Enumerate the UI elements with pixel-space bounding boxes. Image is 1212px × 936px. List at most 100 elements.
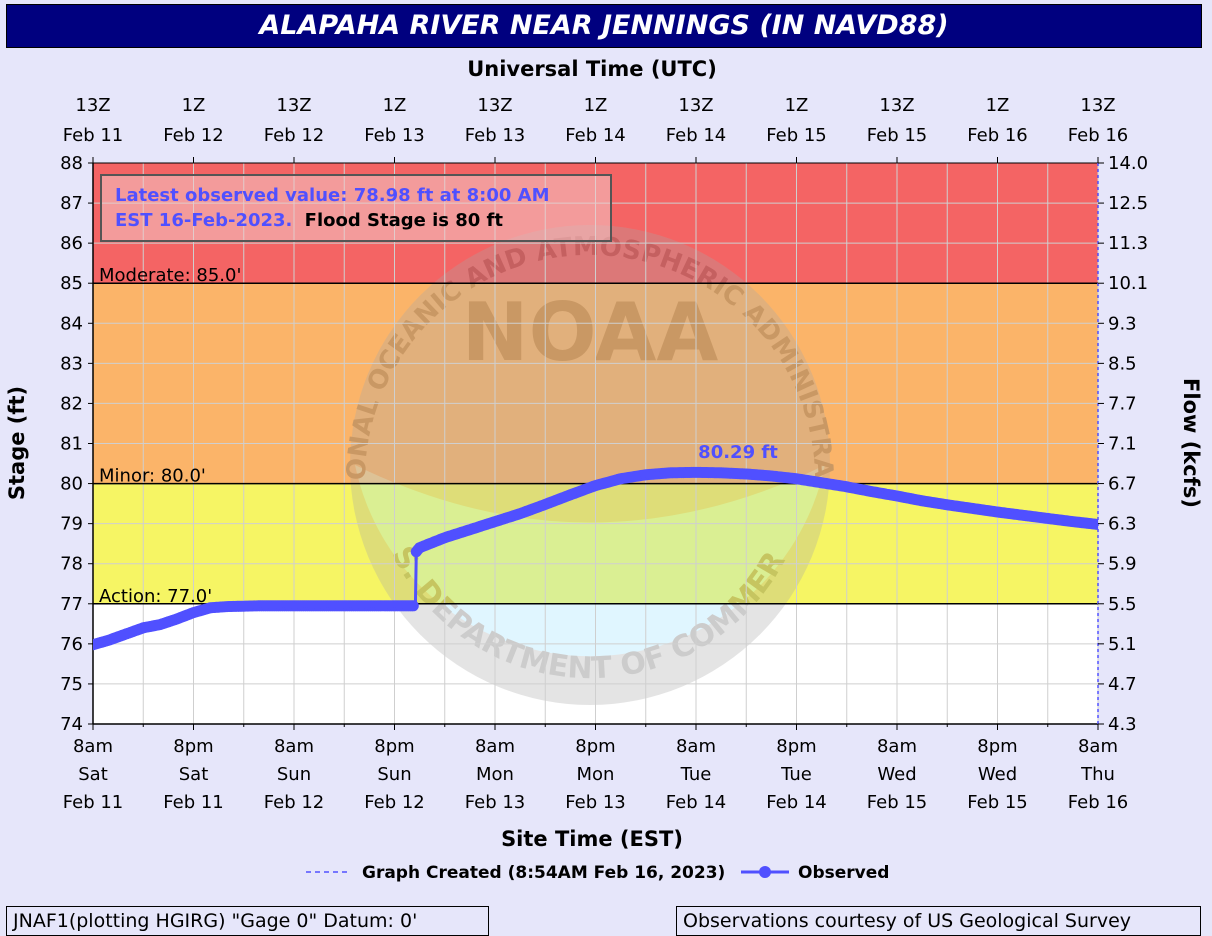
top-axis-title: Universal Time (UTC) [467,57,717,81]
y-tick-label: 83 [60,353,83,374]
y2-tick-label: 5.5 [1108,594,1137,615]
y2-tick-label: 14.0 [1108,153,1148,174]
top-tick-label: 13Z [276,95,311,116]
svg-text:EST 16-Feb-2023. Flood: EST 16-Feb-2023. Flood Stage is 80 ft [115,210,503,231]
x-tick-label: Sat [78,764,108,785]
y2-tick-label: 7.1 [1108,434,1137,455]
x-tick-label: 8pm [374,736,414,757]
y-tick-label: 78 [60,554,83,575]
legend: Graph Created (8:54AM Feb 16, 2023) Obse… [306,863,889,883]
y-tick-label: 80 [60,474,83,495]
y-tick-label: 82 [60,393,83,414]
x-tick-label: 8am [475,736,515,757]
x-tick-label: Feb 12 [264,792,325,813]
x-tick-label: 8am [877,736,917,757]
top-tick-label: 1Z [986,95,1010,116]
top-tick-label: Feb 14 [565,125,626,146]
x-tick-label: 8am [676,736,716,757]
x-tick-label: Feb 12 [364,792,425,813]
threshold-label: Action: 77.0' [99,586,212,607]
y-tick-label: 75 [60,674,83,695]
top-tick-label: Feb 13 [465,125,526,146]
footer-datum: JNAF1(plotting HGIRG) "Gage 0" Datum: 0' [6,906,489,936]
x-tick-label: Thu [1080,764,1115,785]
watermark-wave [355,465,825,657]
top-tick-label: Feb 12 [264,125,325,146]
x-tick-label: Feb 16 [1068,792,1129,813]
observed-point [407,600,419,612]
y-tick-label: 77 [60,594,83,615]
top-tick-label: Feb 16 [967,125,1028,146]
info-flood-stage: Flood Stage is 80 ft [305,210,504,231]
info-box: Latest observed value: 78.98 ft at 8:00 … [100,174,612,242]
top-tick-label: 13Z [1080,95,1115,116]
x-tick-label: Feb 11 [63,792,124,813]
top-tick-label: Feb 12 [163,125,224,146]
top-tick-label: 1Z [785,95,809,116]
y2-tick-label: 12.5 [1108,193,1148,214]
y2-tick-label: 9.3 [1108,313,1137,334]
y-tick-label: 84 [60,313,83,334]
top-tick-label: Feb 13 [364,125,425,146]
y2-axis-title: Flow (kcfs) [1179,378,1203,508]
x-axis-title: Site Time (EST) [501,827,683,851]
observed-series [93,466,1098,651]
x-tick-label: Feb 15 [967,792,1028,813]
x-tick-label: Sun [377,764,411,785]
x-tick-label: Wed [877,764,916,785]
y-axis-title: Stage (ft) [5,386,29,500]
x-tick-label: Feb 15 [867,792,928,813]
x-tick-label: Feb 14 [666,792,727,813]
y-tick-label: 81 [60,434,83,455]
y2-tick-label: 5.1 [1108,634,1137,655]
x-tick-label: Feb 13 [565,792,626,813]
threshold-label: Moderate: 85.0' [99,265,241,286]
x-tick-label: Feb 14 [766,792,827,813]
x-tick-label: Mon [577,764,615,785]
y2-tick-label: 6.7 [1108,474,1137,495]
top-tick-label: Feb 15 [867,125,928,146]
watermark-noaa-text: NOAA [462,286,719,379]
y2-tick-label: 7.7 [1108,393,1137,414]
axes: 74 75 76 77 78 79 80 81 82 83 84 85 86 87 88 4.3 4.7 5.1 5… [60,95,1148,813]
x-tick-label: 8pm [977,736,1017,757]
y2-tick-label: 11.3 [1108,233,1148,254]
top-tick-label: Feb 14 [666,125,727,146]
chart-title: ALAPAHA RIVER NEAR JENNINGS (IN NAVD88) [6,4,1202,48]
y-tick-label: 86 [60,233,83,254]
top-tick-label: 13Z [678,95,713,116]
info-observed-date: EST 16-Feb-2023. [115,210,292,231]
x-tick-label: 8am [274,736,314,757]
y-tick-label: 87 [60,193,83,214]
top-tick-label: 13Z [477,95,512,116]
x-tick-label: Feb 11 [163,792,224,813]
x-tick-label: Tue [780,764,812,785]
y-tick-label: 85 [60,273,83,294]
top-tick-label: 1Z [584,95,608,116]
x-tick-label: Sat [179,764,209,785]
watermark-disc [350,225,830,705]
legend-observed-label: Observed [798,863,889,883]
legend-created-label: Graph Created (8:54AM Feb 16, 2023) [362,863,725,883]
threshold-label: Minor: 80.0' [99,466,206,487]
top-tick-label: 1Z [383,95,407,116]
legend-observed-marker [759,866,771,878]
peak-label: 80.29 ft [698,442,778,463]
x-tick-label: Mon [476,764,514,785]
y2-tick-label: 4.3 [1108,714,1137,735]
y-tick-label: 79 [60,514,83,535]
x-tick-label: Tue [680,764,712,785]
y2-tick-label: 6.3 [1108,514,1137,535]
x-tick-label: 8pm [173,736,213,757]
x-tick-label: 8am [73,736,113,757]
top-tick-label: Feb 15 [766,125,827,146]
info-observed-line: Latest observed value: 78.98 ft at 8:00 … [115,185,550,206]
y2-tick-label: 5.9 [1108,554,1137,575]
top-tick-label: Feb 11 [63,125,124,146]
y-tick-label: 74 [60,714,83,735]
x-tick-label: Sun [277,764,311,785]
x-tick-label: Wed [978,764,1017,785]
footer-source: Observations courtesy of US Geological S… [676,906,1201,936]
info-box-frame [100,174,612,242]
